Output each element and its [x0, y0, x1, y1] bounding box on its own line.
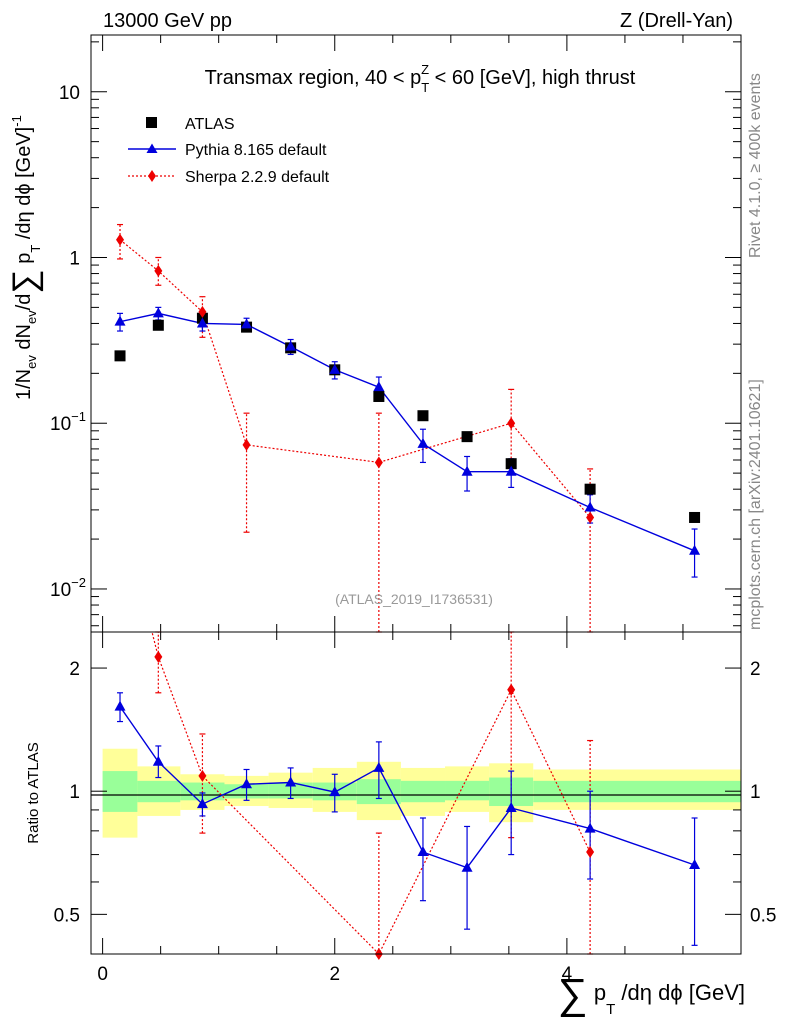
pythia-ratio-line: [119, 706, 695, 869]
ratio-stat-band: [400, 780, 446, 803]
pythia-ratio-point: [373, 761, 385, 772]
main-y-tick-label: 10−2: [50, 575, 86, 601]
pythia-point: [461, 465, 473, 476]
atlas-point: [114, 350, 126, 362]
sherpa-point: [374, 456, 383, 469]
pythia-point: [241, 318, 253, 329]
x-tick-label: 0: [97, 964, 108, 985]
x-tick-label: 2: [329, 964, 340, 985]
pythia-point: [417, 437, 429, 448]
pythia-ratio-point: [114, 700, 126, 711]
analysis-watermark: (ATLAS_2019_I1736531): [335, 591, 493, 607]
pythia-point: [689, 544, 701, 555]
main-y-axis: 10 1 10−1 10−2: [50, 41, 741, 627]
ratio-y-tick-label: 1: [69, 782, 80, 803]
sherpa-ratio-point: [198, 769, 207, 782]
pythia-point: [373, 381, 385, 392]
main-y-axis-label: 1/Nev dNev/d∑ pT /dη dϕ [GeV]-1: [6, 115, 44, 400]
ratio-panel: 2 2 1 1 0.5 0.5 0 2 4 Ratio to ATLAS ∑ pT /dη d…: [25, 631, 776, 1018]
pythia-point: [584, 501, 596, 512]
ratio-plot-area: [114, 631, 701, 960]
ratio-stat-band: [533, 780, 741, 803]
legend-pythia-label: Pythia 8.165 default: [185, 142, 327, 159]
ratio-frame: [90, 631, 742, 955]
pythia-ratio-point: [152, 755, 164, 766]
main-y-tick-label: 10: [59, 83, 80, 104]
sherpa-ratio-line: [151, 632, 591, 954]
pythia-line: [119, 312, 695, 552]
ratio-stat-band: [102, 771, 138, 812]
main-title: Transmax region, 40 < pTZ < 60 [GeV], hi…: [205, 62, 636, 95]
ratio-y-axis: 2 2 1 1 0.5 0.5: [54, 659, 776, 955]
pythia-point: [329, 363, 341, 374]
ratio-uncertainty-bands: [102, 748, 741, 838]
atlas-point: [152, 319, 164, 331]
sherpa-point: [586, 511, 595, 524]
sherpa-ratio-point: [507, 683, 516, 696]
main-x-ticks: [102, 35, 742, 632]
pythia-ratio-point: [505, 801, 517, 812]
pythia-point: [505, 465, 517, 476]
legend-atlas-marker: [146, 117, 157, 128]
pythia-point: [152, 307, 164, 318]
sherpa-point: [507, 417, 516, 430]
pythia-ratio-point: [584, 822, 596, 833]
sherpa-point: [198, 305, 207, 318]
pythia-ratio-point: [417, 846, 429, 857]
rivet-version-label: Rivet 4.1.0, ≥ 400k events: [747, 73, 764, 258]
ratio-stat-band: [137, 780, 181, 803]
pythia-ratio-point: [329, 786, 341, 797]
pythia-ratio-point: [461, 861, 473, 872]
legend-sherpa-marker: [148, 170, 156, 182]
sherpa-ratio-point: [586, 846, 595, 859]
legend-sherpa-label: Sherpa 2.2.9 default: [185, 169, 330, 186]
atlas-point: [373, 390, 385, 402]
ratio-y-tick-label-right: 0.5: [750, 905, 776, 926]
atlas-point: [417, 410, 429, 422]
x-tick-label: 4: [562, 964, 573, 985]
legend-atlas-label: ATLAS: [185, 116, 235, 133]
x-axis-label: ∑ pT /dη dϕ [GeV]: [558, 970, 745, 1018]
main-panel: 10 1 10−1 10−2 Transmax region, 40 < pTZ < …: [6, 34, 742, 633]
header-left-label: 13000 GeV pp: [103, 10, 232, 32]
ratio-y-tick-label-right: 2: [750, 659, 761, 680]
atlas-point: [505, 458, 517, 470]
sherpa-point: [242, 438, 251, 451]
legend: ATLAS Pythia 8.165 default Sherpa 2.2.9 …: [128, 116, 330, 186]
main-plot-area: [114, 223, 701, 633]
ratio-y-tick-label: 0.5: [54, 905, 80, 926]
ratio-x-axis: 0 2 4: [97, 632, 742, 985]
sherpa-point: [154, 264, 163, 277]
legend-pythia-marker: [146, 143, 158, 153]
sherpa-ratio-point: [154, 650, 163, 663]
pythia-point: [285, 340, 297, 351]
pythia-ratio-point: [241, 778, 253, 789]
pythia-ratio-point: [689, 859, 701, 870]
pythia-ratio-point: [285, 776, 297, 787]
ratio-y-tick-label: 2: [69, 659, 80, 680]
atlas-point: [584, 483, 596, 495]
ratio-y-tick-label-right: 1: [750, 782, 761, 803]
pythia-ratio-point: [196, 798, 208, 809]
sherpa-point: [116, 233, 125, 246]
mcplots-label: mcplots.cern.ch [arXiv:2401.10621]: [747, 379, 764, 630]
pythia-point: [114, 315, 126, 326]
header-right-label: Z (Drell-Yan): [620, 10, 733, 32]
pythia-point: [196, 317, 208, 328]
main-y-tick-label: 1: [69, 248, 80, 269]
ratio-stat-band: [445, 780, 490, 801]
main-y-tick-label: 10−1: [50, 409, 86, 435]
ratio-y-axis-label: Ratio to ATLAS: [25, 742, 42, 843]
atlas-point: [689, 511, 701, 523]
atlas-point: [461, 431, 473, 443]
